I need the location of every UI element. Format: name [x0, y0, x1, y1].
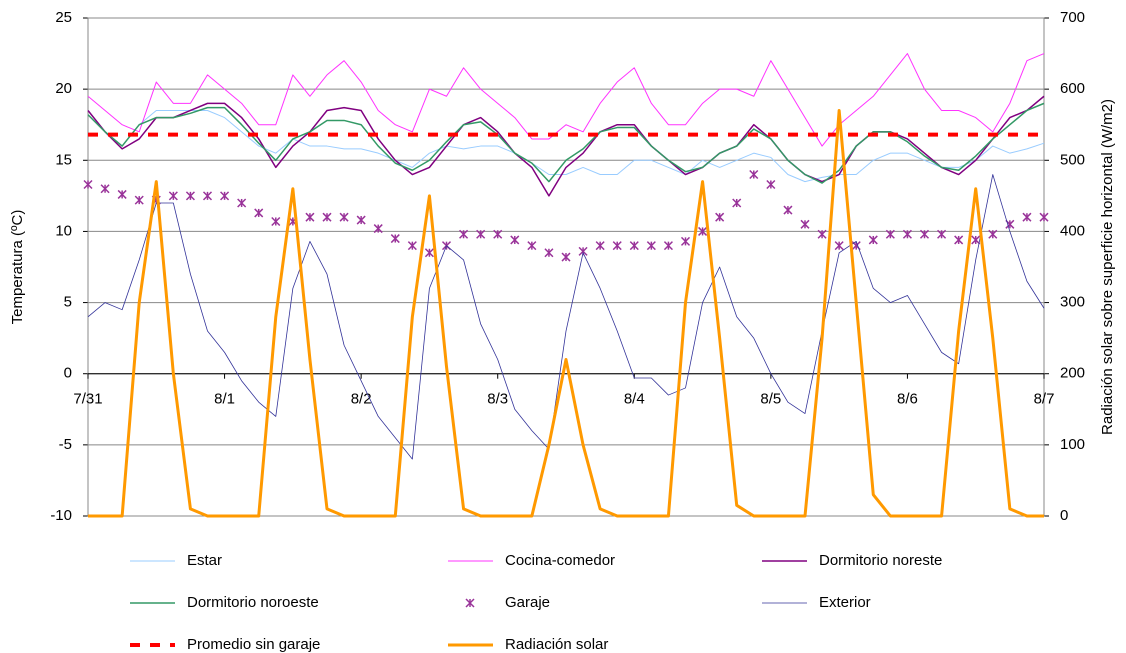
garaje-marker [595, 241, 605, 251]
garaje-marker [322, 212, 332, 222]
plot-border [87, 17, 1045, 517]
garaje-marker [202, 191, 213, 201]
x-tick-label: 8/5 [760, 391, 781, 408]
legend-label: Dormitorio noroeste [187, 594, 319, 611]
y2-tick-label: 0 [1060, 507, 1068, 524]
x-tick-label: 8/7 [1034, 391, 1055, 408]
garaje-marker [83, 179, 93, 190]
x-tick-label: 8/4 [624, 391, 645, 408]
series-line [87, 102, 1045, 184]
garaje-marker [902, 229, 912, 239]
x-tick-label: 8/3 [487, 391, 508, 408]
garaje-marker [493, 229, 503, 239]
garaje-marker [390, 234, 400, 244]
garaje-marker [800, 219, 810, 229]
garaje-marker [185, 191, 195, 201]
garaje-marker [749, 169, 759, 180]
y-tick-label: 15 [55, 151, 72, 168]
garaje-marker [510, 235, 520, 245]
garaje-marker [476, 229, 486, 239]
garaje-marker [305, 212, 315, 222]
garaje-marker [817, 229, 827, 239]
y2-tick-label: 700 [1060, 9, 1085, 26]
y-tick-label: 5 [64, 294, 72, 311]
y-tick-label: -10 [50, 507, 72, 524]
y2-tick-label: 400 [1060, 222, 1085, 239]
garaje-marker [237, 198, 247, 208]
y-tick-label: 25 [55, 9, 72, 26]
y2-tick-label: 600 [1060, 80, 1085, 97]
legend-marker [465, 598, 475, 608]
y2-tick-label: 200 [1060, 365, 1085, 382]
garaje-marker [117, 189, 127, 199]
legend-label: Estar [187, 552, 222, 569]
garaje-marker [834, 241, 844, 251]
garaje-marker [732, 198, 742, 208]
garaje-marker [868, 235, 878, 245]
x-tick-label: 8/2 [351, 391, 372, 408]
garaje-marker [527, 241, 537, 251]
garaje-marker [629, 241, 639, 251]
garaje-marker [424, 248, 434, 258]
y2-tick-label: 100 [1060, 436, 1085, 453]
garaje-marker [680, 236, 691, 246]
y-axis-label: Temperatura (ºC) [9, 210, 26, 325]
garaje-marker [339, 212, 349, 222]
garaje-marker [254, 208, 264, 218]
x-tick-label: 8/6 [897, 391, 918, 408]
y2-axis-label: Radiación solar sobre superficie horizon… [1099, 99, 1116, 435]
y-tick-label: 20 [55, 80, 72, 97]
garaje-marker [919, 229, 930, 239]
garaje-marker [783, 205, 793, 215]
series-line [87, 53, 1045, 147]
legend-label: Promedio sin garaje [187, 636, 320, 653]
x-tick-label: 8/1 [214, 391, 235, 408]
garaje-marker [1039, 212, 1049, 222]
y-tick-label: 10 [55, 222, 72, 239]
garaje-marker [271, 216, 281, 226]
series-line [87, 174, 1045, 460]
legend-label: Radiación solar [505, 636, 608, 653]
legend-label: Garaje [505, 594, 550, 611]
garaje-marker [168, 191, 178, 201]
garaje-marker [885, 229, 895, 239]
y2-tick-label: 300 [1060, 294, 1085, 311]
garaje-marker [544, 248, 554, 258]
legend-label: Exterior [819, 594, 871, 611]
garaje-marker [698, 226, 708, 236]
garaje-marker [971, 235, 981, 245]
legend-label: Dormitorio noreste [819, 552, 942, 569]
series-line [87, 109, 1045, 183]
garaje-marker [988, 229, 998, 239]
garaje-marker [954, 235, 964, 245]
garaje-marker [134, 195, 144, 205]
garaje-marker [459, 229, 469, 239]
garaje-marker [766, 179, 776, 190]
garaje-marker [646, 241, 656, 251]
garaje-marker [715, 212, 725, 222]
x-tick-label: 7/31 [73, 391, 102, 408]
garaje-marker [561, 252, 571, 262]
y-tick-label: -5 [59, 436, 72, 453]
y-tick-label: 0 [64, 365, 72, 382]
series-line [88, 108, 1044, 518]
garaje-marker [356, 215, 366, 225]
garaje-marker [220, 191, 230, 201]
legend-label: Cocina-comedor [505, 552, 615, 569]
garaje-marker [373, 224, 383, 234]
garaje-marker [1022, 212, 1032, 222]
garaje-marker [407, 241, 417, 251]
garaje-marker [100, 184, 110, 194]
garaje-marker [937, 229, 947, 239]
y2-tick-label: 500 [1060, 151, 1085, 168]
garaje-marker [612, 241, 622, 251]
garaje-marker [663, 241, 673, 251]
